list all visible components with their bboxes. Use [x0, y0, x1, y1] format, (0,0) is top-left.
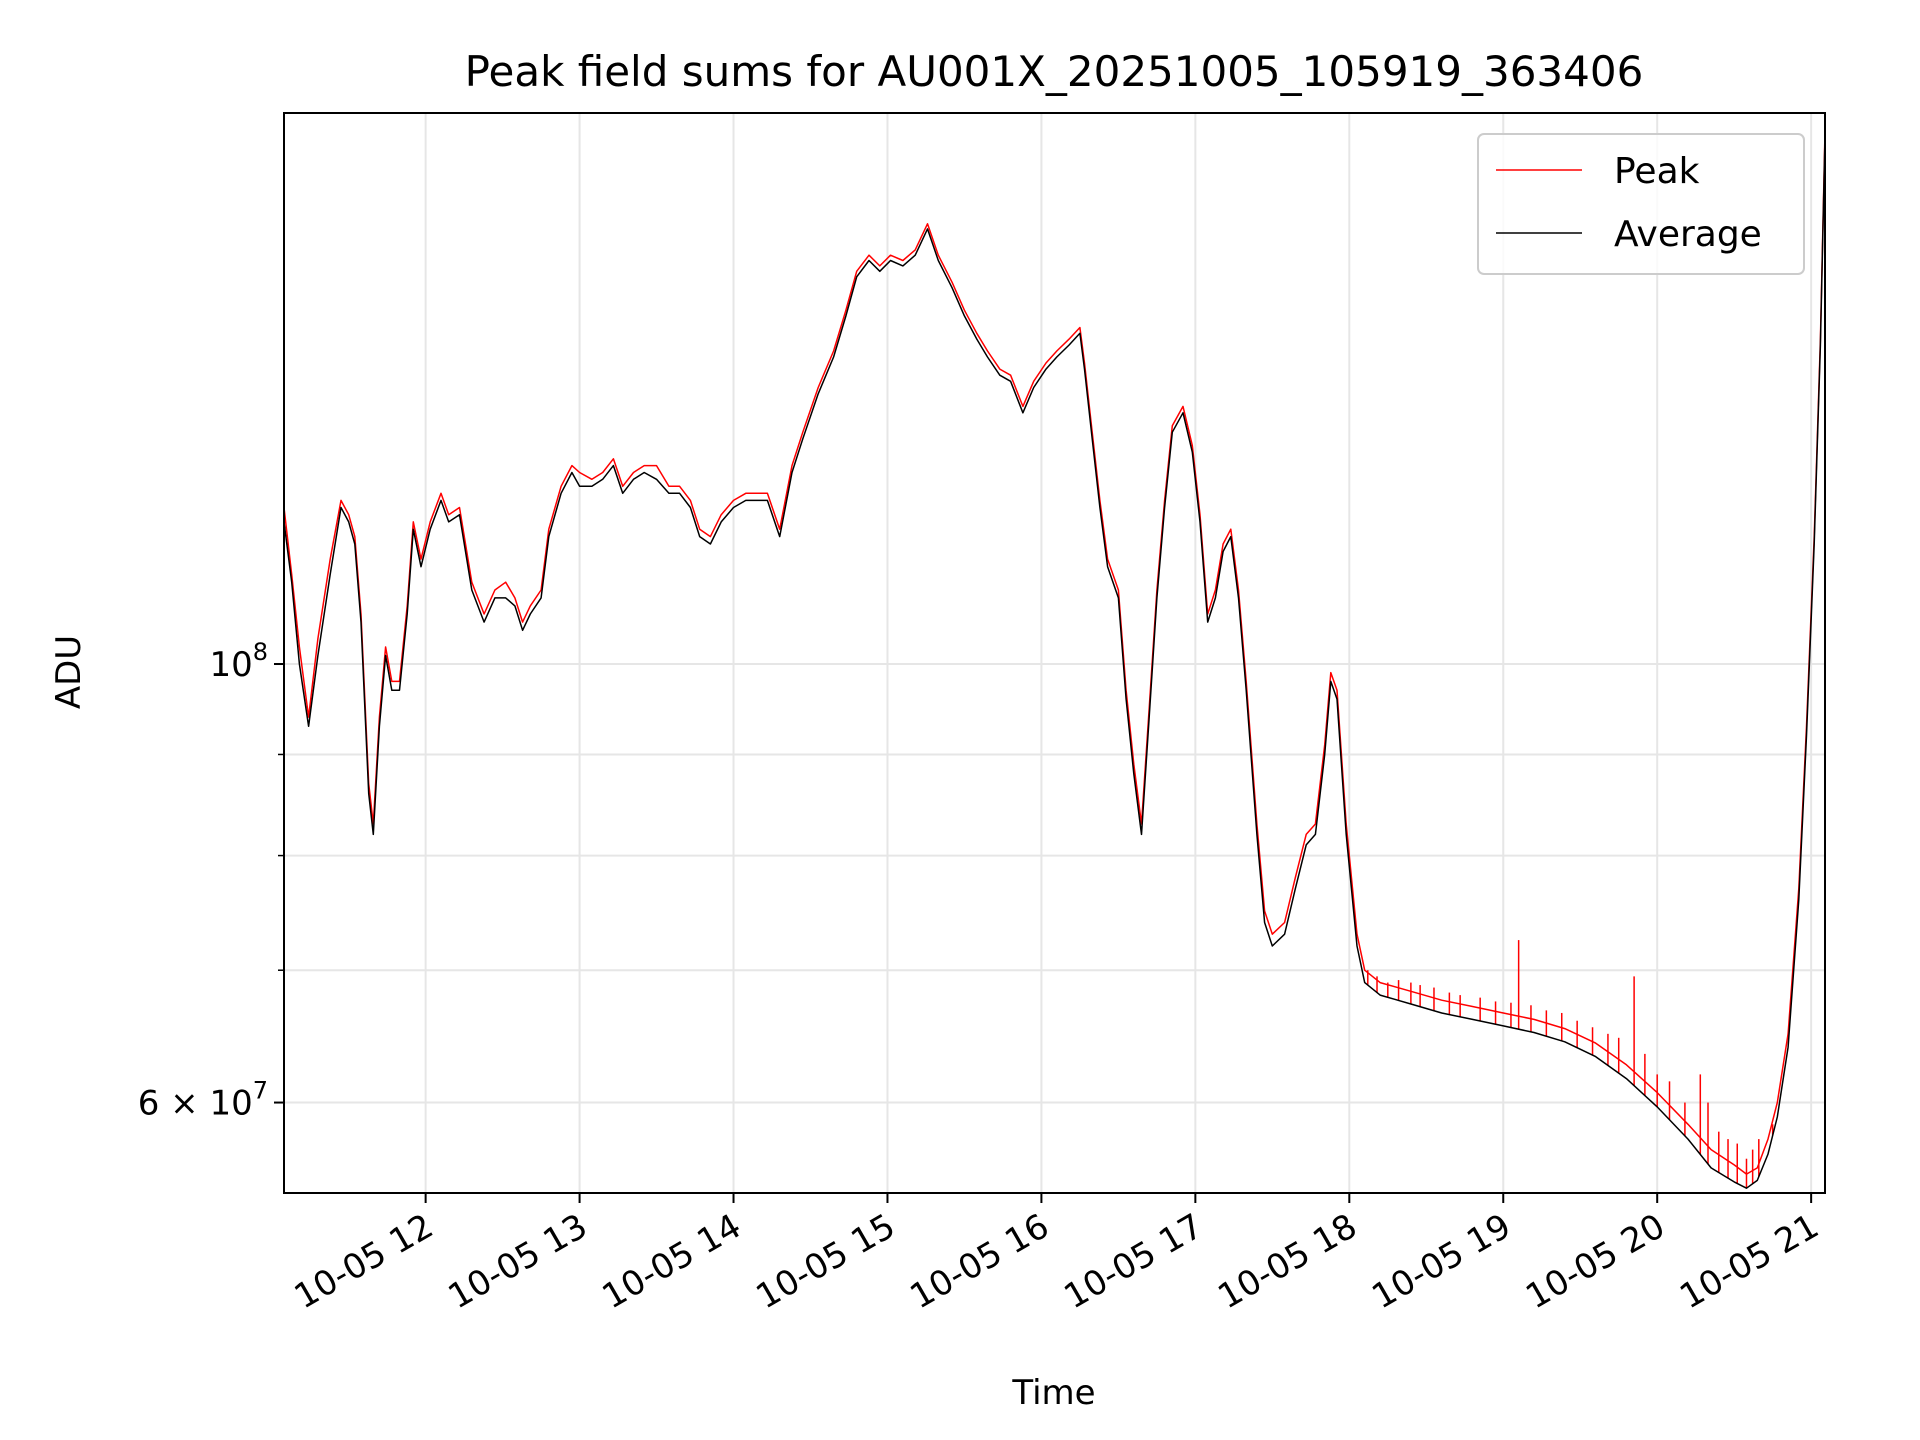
- legend-peak-label: Peak: [1614, 151, 1700, 192]
- legend-box: [1477, 133, 1805, 275]
- y-tick-label: 108: [209, 638, 268, 685]
- legend: Peak Average: [1477, 133, 1805, 275]
- x-axis-label: Time: [1011, 1373, 1095, 1413]
- plot-lines: [283, 131, 1826, 1189]
- y-tick-label: 6 × 107: [138, 1077, 268, 1124]
- average-series-line: [283, 135, 1826, 1189]
- grid: [284, 113, 1825, 1193]
- legend-average-label: Average: [1614, 214, 1762, 255]
- plot-frame: [283, 112, 1826, 1194]
- y-axis-label: ADU: [49, 635, 89, 709]
- chart-title: Peak field sums for AU001X_20251005_1059…: [465, 47, 1644, 96]
- peak-series-line: [283, 131, 1826, 1175]
